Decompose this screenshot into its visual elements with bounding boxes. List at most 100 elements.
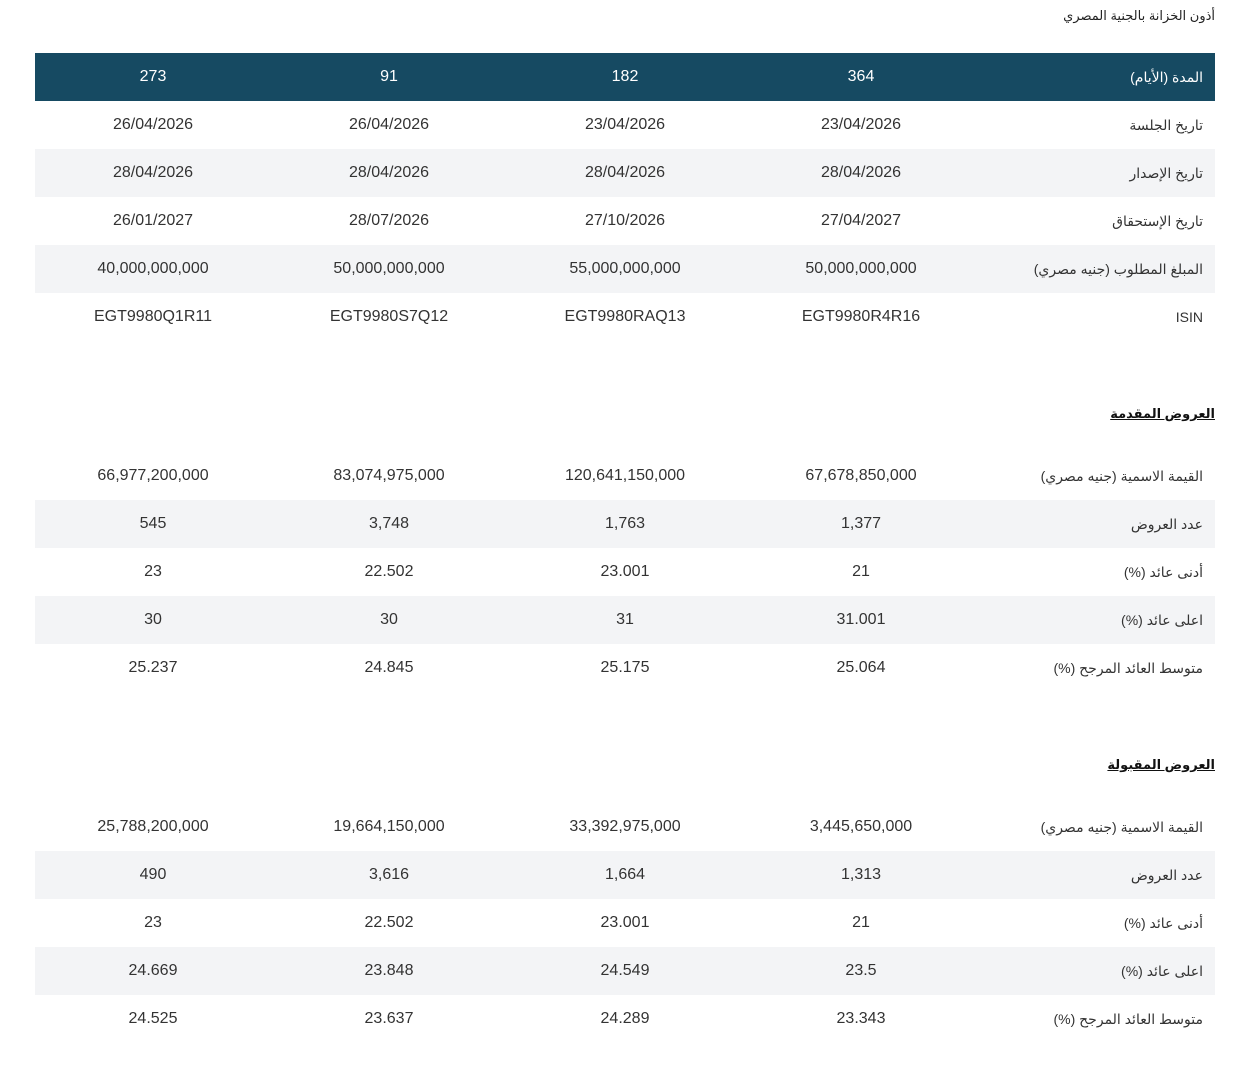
cell-value: EGT9980R4R16	[801, 308, 921, 325]
cell-value: 23/04/2026	[820, 116, 902, 133]
cell-value: EGT9980Q1R11	[94, 308, 212, 325]
cell-value: 3,748	[368, 515, 410, 532]
row-label: القيمة الاسمية (جنيه مصري)	[1040, 467, 1203, 484]
cell-value: 1,313	[840, 866, 882, 883]
cell-value: 23.5	[845, 962, 877, 979]
tenor-value: 273	[139, 68, 167, 85]
row-label: متوسط العائد المرجح (%)	[1053, 1010, 1203, 1027]
cell-value: 23.001	[600, 914, 650, 931]
cell-value: 19,664,150,000	[333, 818, 445, 835]
tenor-value: 91	[380, 68, 398, 85]
table-row: متوسط العائد المرجح (%) 23.343 24.289 23…	[35, 995, 1215, 1043]
row-label: متوسط العائد المرجح (%)	[1053, 659, 1203, 676]
cell-value: 545	[139, 515, 167, 532]
issue-date-row: تاريخ الإصدار 28/04/2026 28/04/2026 28/0…	[35, 149, 1215, 197]
row-label: القيمة الاسمية (جنيه مصري)	[1040, 818, 1203, 835]
cell-value: 23.637	[364, 1010, 414, 1027]
cell-value: 23	[144, 563, 162, 580]
cell-value: 24.525	[128, 1010, 178, 1027]
cell-value: 30	[380, 611, 398, 628]
cell-value: 490	[139, 866, 167, 883]
cell-value: 3,616	[368, 866, 410, 883]
table-row: أدنى عائد (%) 21 23.001 22.502 23	[35, 899, 1215, 947]
cell-value: 28/04/2026	[112, 164, 194, 181]
cell-value: 28/04/2026	[584, 164, 666, 181]
table-row: اعلى عائد (%) 23.5 24.549 23.848 24.669	[35, 947, 1215, 995]
table-row: متوسط العائد المرجح (%) 25.064 25.175 24…	[35, 644, 1215, 692]
isin-row: ISIN EGT9980R4R16 EGT9980RAQ13 EGT9980S7…	[35, 293, 1215, 341]
table-row: عدد العروض 1,377 1,763 3,748 545	[35, 500, 1215, 548]
cell-value: 31	[616, 611, 634, 628]
cell-value: 21	[852, 914, 870, 931]
requested-amount-row: المبلغ المطلوب (جنيه مصري) 50,000,000,00…	[35, 245, 1215, 293]
tenor-value: 182	[611, 68, 639, 85]
auction-info-table: المدة (الأيام) 364 182 91 273 تاريخ الجل…	[35, 53, 1215, 341]
cell-value: 1,664	[604, 866, 646, 883]
cell-value: EGT9980RAQ13	[564, 308, 686, 325]
cell-value: 66,977,200,000	[97, 467, 209, 484]
cell-value: 23.001	[600, 563, 650, 580]
row-label: تاريخ الجلسة	[1129, 116, 1203, 133]
table-row: عدد العروض 1,313 1,664 3,616 490	[35, 851, 1215, 899]
maturity-date-row: تاريخ الإستحقاق 27/04/2027 27/10/2026 28…	[35, 197, 1215, 245]
table-row: القيمة الاسمية (جنيه مصري) 67,678,850,00…	[35, 452, 1215, 500]
cell-value: EGT9980S7Q12	[329, 308, 449, 325]
cell-value: 24.669	[128, 962, 178, 979]
cell-value: 1,377	[840, 515, 882, 532]
tenor-value: 364	[847, 68, 875, 85]
accepted-bids-table: القيمة الاسمية (جنيه مصري) 3,445,650,000…	[35, 803, 1215, 1043]
cell-value: 28/07/2026	[348, 212, 430, 229]
row-label: عدد العروض	[1130, 515, 1203, 532]
cell-value: 3,445,650,000	[809, 818, 913, 835]
cell-value: 120,641,150,000	[564, 467, 686, 484]
cell-value: 25.237	[128, 659, 178, 676]
cell-value: 1,763	[604, 515, 646, 532]
row-label: أدنى عائد (%)	[1123, 563, 1203, 580]
row-label: تاريخ الإستحقاق	[1112, 212, 1203, 229]
row-label: ISIN	[1175, 309, 1203, 325]
cell-value: 23	[144, 914, 162, 931]
cell-value: 40,000,000,000	[97, 260, 209, 277]
row-label: المبلغ المطلوب (جنيه مصري)	[1033, 260, 1203, 277]
cell-value: 67,678,850,000	[805, 467, 917, 484]
offered-bids-heading: العروض المقدمة	[1110, 406, 1215, 421]
row-label: اعلى عائد (%)	[1121, 962, 1203, 979]
cell-value: 25.175	[600, 659, 650, 676]
row-label: أدنى عائد (%)	[1123, 914, 1203, 931]
cell-value: 83,074,975,000	[333, 467, 445, 484]
cell-value: 24.549	[600, 962, 650, 979]
accepted-bids-heading: العروض المقبولة	[1107, 757, 1215, 772]
table-row: أدنى عائد (%) 21 23.001 22.502 23	[35, 548, 1215, 596]
table-row: القيمة الاسمية (جنيه مصري) 3,445,650,000…	[35, 803, 1215, 851]
table-row: اعلى عائد (%) 31.001 31 30 30	[35, 596, 1215, 644]
cell-value: 23.343	[836, 1010, 886, 1027]
page-title: أذون الخزانة بالجنية المصري	[1063, 8, 1215, 23]
cell-value: 23/04/2026	[584, 116, 666, 133]
cell-value: 55,000,000,000	[569, 260, 681, 277]
cell-value: 26/04/2026	[348, 116, 430, 133]
cell-value: 27/10/2026	[584, 212, 666, 229]
cell-value: 24.845	[364, 659, 414, 676]
cell-value: 25.064	[836, 659, 886, 676]
cell-value: 30	[144, 611, 162, 628]
row-label: اعلى عائد (%)	[1121, 611, 1203, 628]
cell-value: 22.502	[364, 563, 414, 580]
cell-value: 50,000,000,000	[333, 260, 445, 277]
cell-value: 23.848	[364, 962, 414, 979]
cell-value: 28/04/2026	[348, 164, 430, 181]
cell-value: 33,392,975,000	[569, 818, 681, 835]
session-date-row: تاريخ الجلسة 23/04/2026 23/04/2026 26/04…	[35, 101, 1215, 149]
row-label: تاريخ الإصدار	[1129, 164, 1203, 181]
row-label: عدد العروض	[1130, 866, 1203, 883]
cell-value: 21	[852, 563, 870, 580]
offered-bids-table: القيمة الاسمية (جنيه مصري) 67,678,850,00…	[35, 452, 1215, 692]
tenor-header-row: المدة (الأيام) 364 182 91 273	[35, 53, 1215, 101]
cell-value: 26/01/2027	[112, 212, 194, 229]
cell-value: 26/04/2026	[112, 116, 194, 133]
cell-value: 31.001	[836, 611, 886, 628]
cell-value: 28/04/2026	[820, 164, 902, 181]
cell-value: 22.502	[364, 914, 414, 931]
cell-value: 24.289	[600, 1010, 650, 1027]
cell-value: 25,788,200,000	[97, 818, 209, 835]
cell-value: 50,000,000,000	[805, 260, 917, 277]
